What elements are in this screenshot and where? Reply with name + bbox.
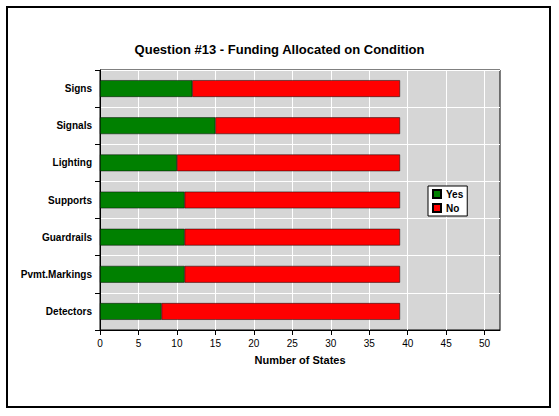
svg-text:Guardrails: Guardrails (42, 232, 92, 243)
svg-text:Pvmt.Markings: Pvmt.Markings (21, 269, 93, 280)
svg-text:5: 5 (136, 338, 142, 349)
svg-text:0: 0 (97, 338, 103, 349)
svg-text:Signals: Signals (56, 120, 92, 131)
svg-text:Signs: Signs (65, 83, 93, 94)
svg-text:15: 15 (210, 338, 222, 349)
svg-text:Question #13 - Funding Allocat: Question #13 - Funding Allocated on Cond… (135, 42, 425, 57)
svg-text:Yes: Yes (446, 189, 464, 200)
svg-text:30: 30 (325, 338, 337, 349)
svg-text:Detectors: Detectors (46, 306, 93, 317)
svg-text:25: 25 (287, 338, 299, 349)
svg-text:10: 10 (171, 338, 183, 349)
svg-text:No: No (446, 203, 459, 214)
svg-text:Number of States: Number of States (254, 354, 345, 366)
svg-text:50: 50 (479, 338, 491, 349)
svg-text:20: 20 (248, 338, 260, 349)
svg-text:40: 40 (402, 338, 414, 349)
svg-text:45: 45 (441, 338, 453, 349)
svg-text:Supports: Supports (48, 195, 92, 206)
svg-text:Lighting: Lighting (53, 157, 92, 168)
svg-text:35: 35 (364, 338, 376, 349)
